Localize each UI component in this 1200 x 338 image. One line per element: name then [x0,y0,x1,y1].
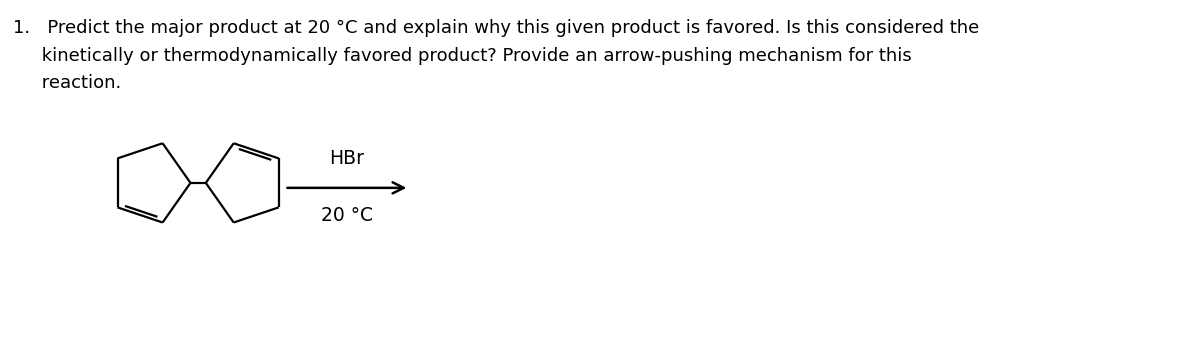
Text: 1.   Predict the major product at 20 °C and explain why this given product is fa: 1. Predict the major product at 20 °C an… [13,19,979,37]
Text: reaction.: reaction. [13,74,121,92]
Text: HBr: HBr [329,149,365,168]
Text: 20 °C: 20 °C [320,206,373,225]
Text: kinetically or thermodynamically favored product? Provide an arrow-pushing mecha: kinetically or thermodynamically favored… [13,47,912,65]
